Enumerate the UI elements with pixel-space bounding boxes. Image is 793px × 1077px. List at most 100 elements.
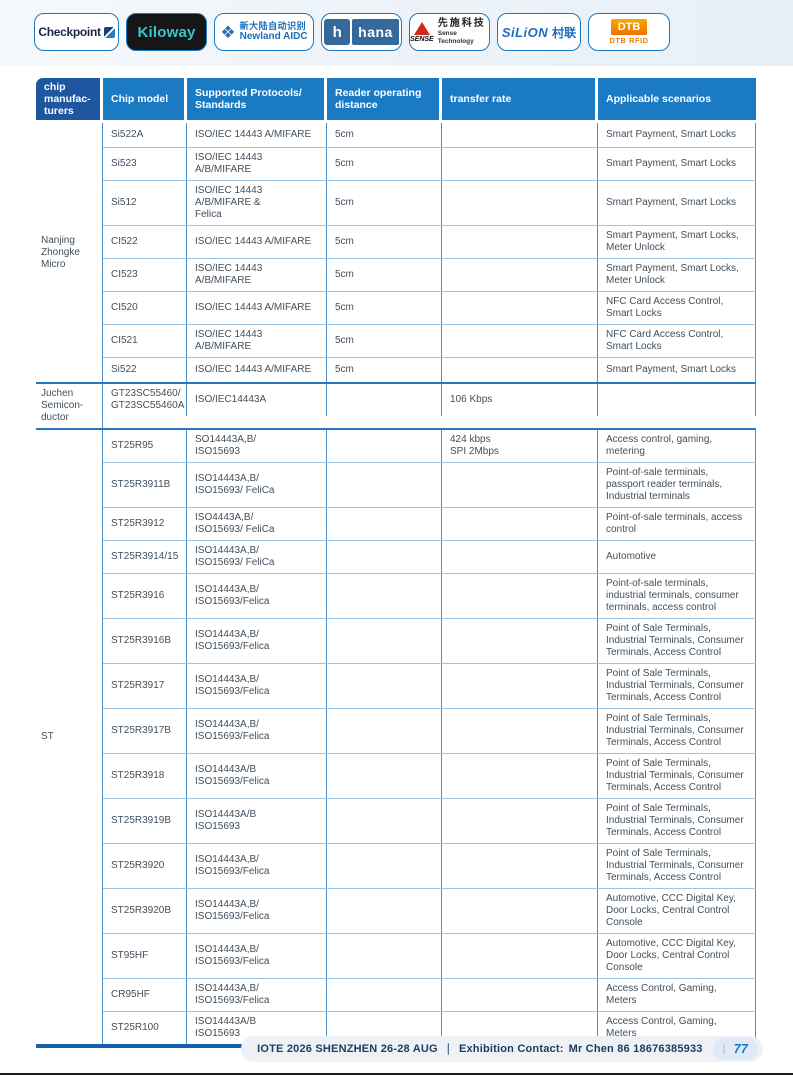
cell-distance [327,541,442,574]
cell-distance: 5cm [327,292,442,325]
hana-logo: h hana [321,13,402,51]
cell-model: ST25R3911B [103,463,187,508]
cell-scenarios: Smart Payment, Smart Locks, Meter Unlock [598,226,756,259]
page-number-pill: | 77 [712,1038,758,1060]
cell-distance [327,430,442,463]
cell-model: ST25R3918 [103,754,187,799]
cell-distance: 5cm [327,148,442,181]
cell-distance [327,934,442,979]
footer-separator: ｜ [442,1044,454,1056]
cell-protocols: ISO14443A,B/ ISO15693/ FeliCa [187,463,327,508]
cell-scenarios: Point-of-sale terminals, passport reader… [598,463,756,508]
cell-protocols: ISO14443A,B/ ISO15693/Felica [187,844,327,889]
cell-rate [442,259,598,292]
table-row: ST25R3911B ISO14443A,B/ ISO15693/ FeliCa P… [103,462,756,508]
hana-logo-text: hana [352,19,399,45]
table-row: Si512 ISO/IEC 14443 A/B/MIFARE & Felica 5c… [103,180,756,226]
cell-manufacturer: ST [36,430,103,1045]
cell-scenarios: Access control, gaming, metering [598,430,756,463]
cell-model: ST25R3920B [103,889,187,934]
cell-protocols: ISO14443A,B/ ISO15693/Felica [187,889,327,934]
silion-brand-text: SiLiON [501,24,549,40]
cell-model: CI523 [103,259,187,292]
cell-rate [442,799,598,844]
newland-cn-text: 新大陆自动识别 [239,21,307,32]
cell-protocols: ISO14443A/B ISO15693 [187,1012,327,1045]
cell-distance: 5cm [327,259,442,292]
cell-protocols: ISO/IEC 14443 A/B/MIFARE [187,325,327,358]
table-row: ST25R3912 ISO4443A,B/ ISO15693/ FeliCa Poi… [103,507,756,541]
cell-rate [442,934,598,979]
dtb-sub-text: DTB RFID [609,36,649,45]
cell-rate [442,574,598,619]
cell-scenarios: Access Control, Gaming, Meters [598,979,756,1012]
cell-model: ST25R3917B [103,709,187,754]
cell-rate [442,358,598,383]
manufacturer-group: Juchen Semicon- ductor GT23SC55460/ GT23S… [36,382,756,429]
footer-event-text: IOTE 2026 SHENZHEN 26-28 AUG [257,1043,438,1055]
cell-rate [442,123,598,148]
table-row: CI521 ISO/IEC 14443 A/B/MIFARE 5cm NFC Card… [103,324,756,358]
cell-model: ST25R3916B [103,619,187,664]
cell-model: Si522A [103,123,187,148]
cell-protocols: ISO14443A,B/ ISO15693/ FeliCa [187,541,327,574]
cell-scenarios: Point of Sale Terminals, Industrial Term… [598,619,756,664]
cell-protocols: ISO/IEC 14443 A/MIFARE [187,123,327,148]
cell-scenarios: Smart Payment, Smart Locks [598,148,756,181]
cell-protocols: ISO/IEC 14443 A/B/MIFARE [187,259,327,292]
header-transfer-rate: transfer rate [442,78,598,121]
cell-distance: 5cm [327,358,442,383]
cell-scenarios: Point of Sale Terminals, Industrial Term… [598,844,756,889]
table-row: ST25R3920 ISO14443A,B/ ISO15693/Felica Poi… [103,843,756,889]
cell-model: ST95HF [103,934,187,979]
cell-protocols: ISO14443A,B/ ISO15693/Felica [187,934,327,979]
cell-protocols: SO14443A,B/ ISO15693 [187,430,327,463]
header-applicable-scenarios: Applicable scenarios [598,78,756,121]
cell-model: ST25R3917 [103,664,187,709]
cell-scenarios: Access Control, Gaming, Meters [598,1012,756,1045]
header-chip-manufacturers: chip manufac- turers [36,78,103,121]
cell-distance: 5cm [327,181,442,226]
cell-rate [442,709,598,754]
table-body: Nanjing Zhongke Micro Si522A ISO/IEC 14443… [36,123,756,1049]
cell-distance [327,1012,442,1045]
cell-distance: 5cm [327,226,442,259]
cell-distance [327,799,442,844]
table-row: CR95HF ISO14443A,B/ ISO15693/Felica Access… [103,978,756,1012]
cell-model: ST25R3920 [103,844,187,889]
cell-model: ST25R100 [103,1012,187,1045]
cell-distance [327,463,442,508]
newland-diamond-icon: ❖ [220,22,236,42]
cell-model: CI520 [103,292,187,325]
manufacturer-group: Nanjing Zhongke Micro Si522A ISO/IEC 14443… [36,123,756,383]
cell-distance [327,619,442,664]
checkpoint-logo-text: Checkpoint [38,25,101,39]
table-row: ST25R3919B ISO14443A/B ISO15693 Point of S… [103,798,756,844]
cell-rate: 106 Kbps [442,384,598,417]
cell-scenarios: NFC Card Access Control, Smart Locks [598,325,756,358]
cell-distance [327,508,442,541]
cell-distance [327,664,442,709]
cell-rate [442,292,598,325]
cell-protocols: ISO4443A,B/ ISO15693/ FeliCa [187,508,327,541]
page-pill-divider: | [722,1043,726,1055]
page-number: 77 [733,1042,748,1056]
cell-scenarios: Smart Payment, Smart Locks [598,123,756,148]
cell-distance: 5cm [327,123,442,148]
sense-brand-text: SENSE [410,35,434,43]
cell-protocols: ISO/IEC 14443 A/MIFARE [187,358,327,383]
cell-protocols: ISO/IEC 14443 A/MIFARE [187,292,327,325]
header-reader-operating-distance: Reader operating distance [327,78,442,121]
sense-sub-text: Sense Technology [437,30,474,45]
cell-protocols: ISO/IEC 14443 A/B/MIFARE & Felica [187,181,327,226]
cell-protocols: ISO14443A,B/ ISO15693/Felica [187,664,327,709]
table-row: ST25R3918 ISO14443A/B ISO15693/Felica Poin… [103,753,756,799]
checkpoint-logo: Checkpoint [34,13,119,51]
cell-distance [327,384,442,417]
cell-scenarios: NFC Card Access Control, Smart Locks [598,292,756,325]
footer-contact-value: Mr Chen 86 18676385933 [568,1043,703,1055]
cell-scenarios: Smart Payment, Smart Locks [598,181,756,226]
cell-scenarios: Smart Payment, Smart Locks, Meter Unlock [598,259,756,292]
cell-rate [442,508,598,541]
newland-en-text: Newland AIDC [239,31,308,43]
